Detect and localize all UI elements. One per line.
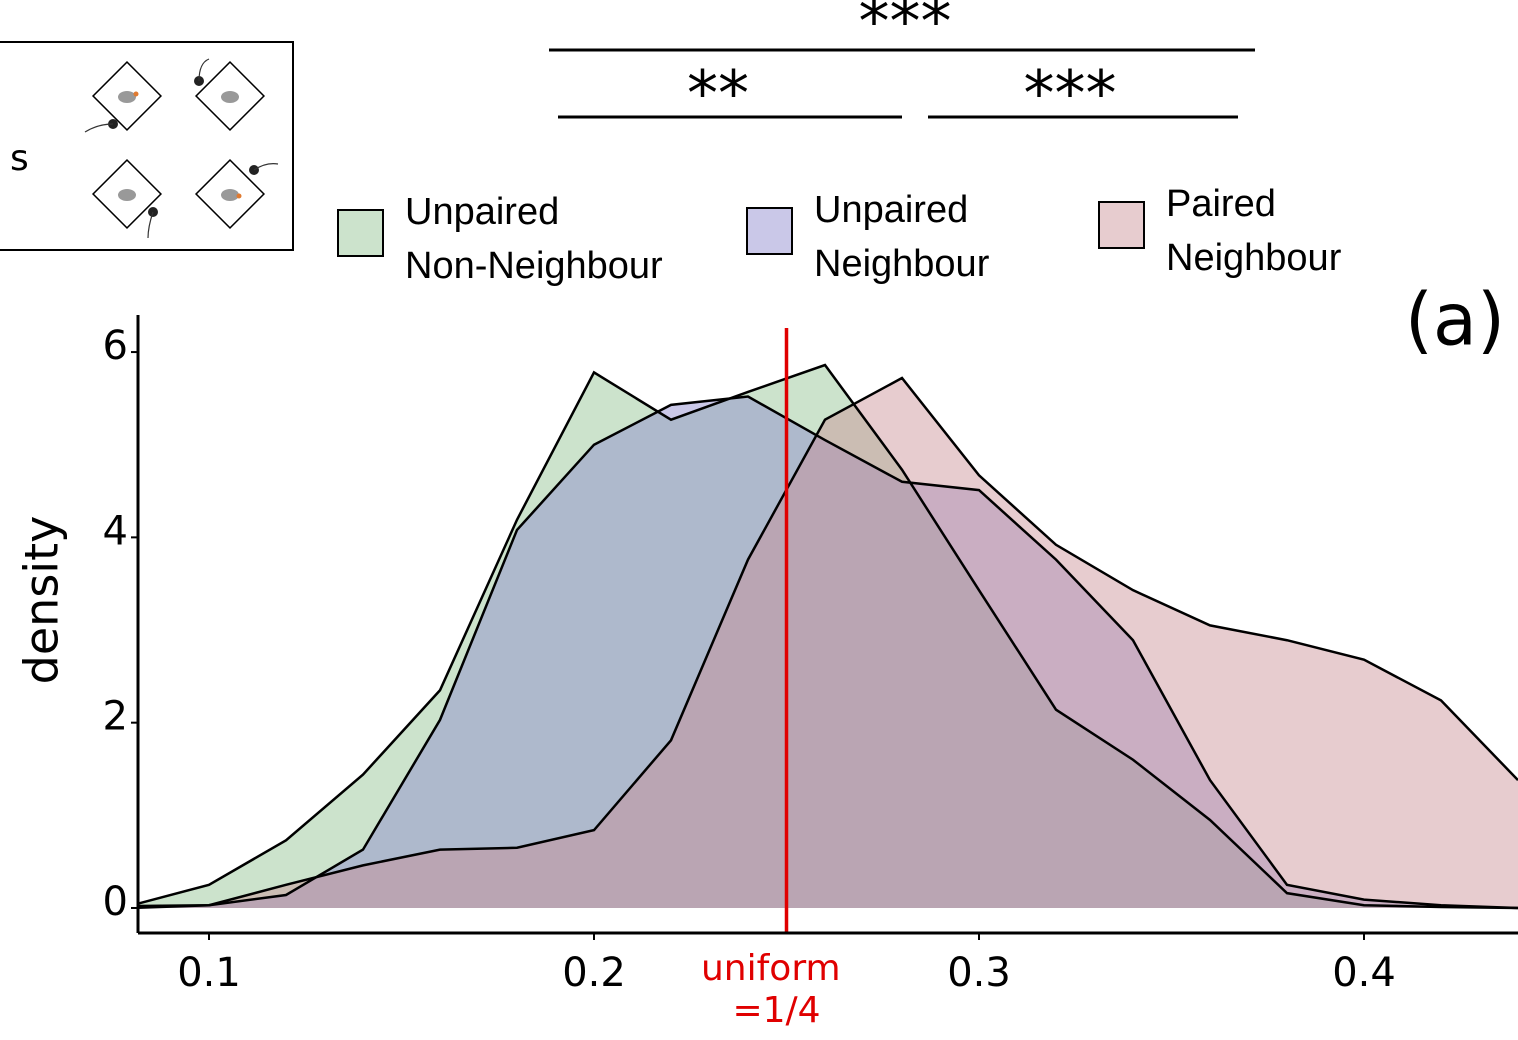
y-tick-label: 0: [103, 879, 128, 925]
x-tick-label: 0.3: [947, 950, 1011, 996]
inset-label: s: [10, 138, 29, 179]
legend-swatch: [746, 207, 793, 255]
inset: s: [0, 41, 294, 251]
density-area: [138, 396, 1518, 908]
panel-label: (a): [1405, 278, 1505, 362]
significance-label: **: [687, 57, 749, 130]
plot-area: [138, 363, 1518, 910]
y-tick-label: 2: [103, 694, 128, 740]
x-tick-label: 0.2: [562, 950, 626, 996]
legend-swatch: [1098, 201, 1145, 249]
x-tick-label: 0.4: [1332, 950, 1396, 996]
legend-label: Unpaired Neighbour: [814, 189, 990, 285]
density-line: [138, 376, 1518, 910]
density-line: [138, 363, 1518, 910]
reference-label: uniform =1/4: [701, 948, 852, 1031]
x-tick-label: 0.1: [177, 950, 241, 996]
legend-label: Unpaired Non-Neighbour: [405, 191, 663, 287]
density-area: [138, 365, 1518, 908]
density-line: [138, 395, 1518, 910]
y-tick-label: 4: [103, 508, 128, 554]
y-tick-label: 6: [103, 323, 128, 369]
legend-label: Paired Neighbour: [1166, 183, 1342, 279]
significance-label: ***: [1024, 57, 1117, 130]
legend-swatch: [337, 209, 384, 257]
significance-label: ***: [859, 0, 952, 58]
y-axis-label: density: [15, 516, 69, 685]
density-area: [138, 378, 1518, 908]
